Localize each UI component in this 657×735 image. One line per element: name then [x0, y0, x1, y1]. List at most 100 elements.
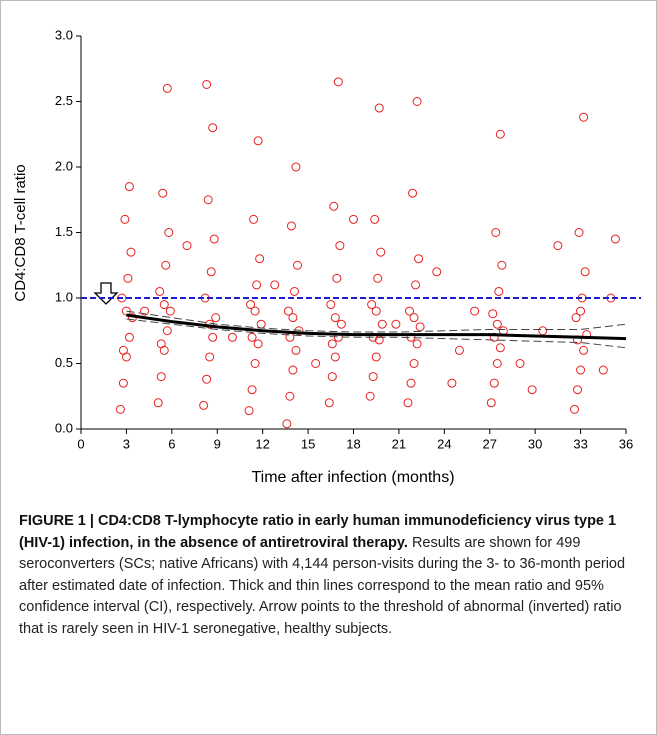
point: [115, 404, 125, 414]
point: [256, 319, 266, 329]
point: [412, 97, 422, 106]
x-tick-label: 12: [255, 436, 269, 451]
point: [492, 359, 502, 368]
y-tick-label: 2.5: [55, 93, 73, 108]
point: [332, 273, 342, 283]
point: [199, 400, 209, 410]
mean-line: [126, 313, 627, 341]
point: [598, 365, 608, 375]
x-tick-label: 30: [528, 436, 542, 451]
point: [156, 339, 166, 349]
point: [367, 300, 377, 310]
point: [412, 339, 422, 349]
point: [580, 267, 590, 277]
point: [579, 112, 589, 122]
point: [377, 319, 387, 329]
point: [253, 136, 263, 146]
point: [208, 332, 218, 342]
point: [329, 201, 339, 211]
x-tick-label: 0: [77, 436, 84, 451]
y-tick-label: 1.5: [55, 224, 73, 239]
point: [527, 385, 537, 395]
point: [205, 352, 215, 362]
point: [489, 378, 499, 388]
point: [406, 378, 416, 388]
point: [253, 339, 263, 349]
point: [291, 345, 301, 355]
point: [162, 83, 172, 93]
threshold-arrow: [93, 282, 119, 305]
point: [515, 359, 525, 368]
point: [408, 188, 418, 198]
point: [203, 195, 213, 205]
point: [497, 260, 507, 270]
point: [227, 332, 237, 342]
point: [288, 313, 298, 323]
point: [371, 352, 381, 362]
point: [209, 234, 219, 244]
point: [156, 372, 166, 382]
point: [249, 214, 259, 224]
point: [159, 300, 169, 310]
point: [291, 162, 301, 172]
point: [211, 313, 221, 323]
point: [164, 228, 174, 237]
caption: FIGURE 1 | CD4:CD8 T-lymphocyte ratio in…: [19, 511, 637, 640]
point: [488, 309, 498, 319]
point: [330, 313, 340, 323]
point: [495, 343, 505, 353]
point: [409, 313, 419, 323]
point: [250, 359, 260, 368]
point: [391, 319, 401, 329]
point: [370, 214, 380, 224]
point: [470, 306, 480, 316]
point: [282, 419, 292, 429]
point: [454, 345, 464, 355]
point: [140, 306, 150, 316]
point: [252, 280, 262, 290]
point: [202, 79, 212, 89]
point: [571, 313, 581, 323]
point: [491, 228, 501, 237]
point: [574, 228, 584, 237]
point: [247, 332, 257, 342]
point: [255, 254, 265, 264]
point: [286, 221, 296, 231]
point: [124, 332, 134, 342]
point: [327, 339, 337, 349]
point: [495, 129, 505, 139]
point: [126, 247, 136, 257]
point: [333, 77, 343, 87]
x-tick-label: 24: [437, 436, 451, 451]
point: [335, 241, 345, 251]
point: [118, 345, 128, 355]
x-tick-label: 33: [573, 436, 587, 451]
point: [447, 378, 457, 388]
x-tick-label: 18: [346, 436, 360, 451]
point: [374, 103, 384, 113]
point: [120, 214, 130, 224]
point: [292, 260, 302, 270]
point: [123, 273, 133, 283]
x-tick-label: 9: [214, 436, 221, 451]
point: [538, 326, 548, 336]
point: [165, 306, 175, 316]
point: [324, 398, 334, 408]
point: [610, 234, 620, 244]
point: [373, 273, 383, 283]
x-tick-label: 36: [619, 436, 633, 451]
point: [294, 326, 304, 336]
point: [285, 391, 295, 401]
x-tick-label: 21: [392, 436, 406, 451]
point: [409, 359, 419, 368]
point: [289, 286, 299, 296]
point: [403, 398, 413, 408]
point: [247, 385, 257, 395]
x-axis-label: Time after infection (months): [251, 469, 454, 486]
point: [182, 241, 192, 251]
point: [158, 188, 168, 198]
point: [579, 345, 589, 355]
caption-body: Results are shown for 499 seroconverters…: [19, 534, 626, 637]
y-tick-label: 2.0: [55, 158, 73, 173]
ci-upper-line: [126, 310, 627, 333]
